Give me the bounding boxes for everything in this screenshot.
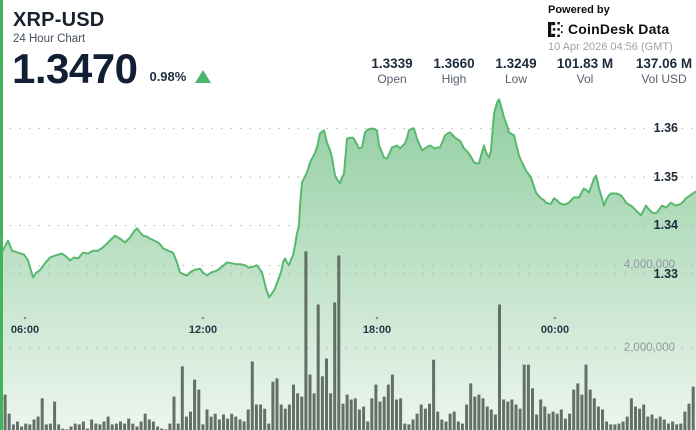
time-axis-label-1800: 18:00 [362, 324, 392, 336]
stat-low-label: Low [504, 72, 527, 86]
stat-high-value: 1.3660 [433, 56, 475, 71]
time-axis-label-0600: 06:00 [10, 324, 40, 336]
price-line [0, 98, 696, 299]
stat-vol-usd: 137.06 M Vol USD [628, 55, 696, 87]
price-area-fill [0, 99, 696, 430]
chart-subtitle: 24 Hour Chart [13, 33, 86, 45]
time-axis-label-1200: 12:00 [188, 324, 218, 336]
time-axis-label-0000: 00:00 [540, 324, 570, 336]
stat-low-value: 1.3249 [495, 56, 537, 71]
coindesk-logo-icon [548, 21, 563, 37]
volume-bars [0, 251, 695, 430]
price-axis-label-1-33: 1.33 [653, 267, 678, 281]
stat-high: 1.3660 High [428, 55, 480, 87]
stat-vol-usd-value: 137.06 M [635, 56, 693, 71]
up-arrow-icon [195, 69, 212, 83]
stat-vol-usd-label: Vol USD [641, 72, 687, 86]
stat-open-label: Open [377, 72, 407, 86]
percent-change: 0.98% [149, 68, 187, 84]
coindesk-data-link[interactable]: CoinDesk Data [548, 21, 673, 37]
price-axis-label-1-35: 1.35 [653, 170, 678, 184]
chart-header: XRP-USD 24 Hour Chart [13, 8, 104, 45]
volume-axis-label-2m: 2,000,000 [623, 342, 675, 354]
stat-open: 1.3339 Open [366, 55, 418, 87]
price-axis-label-1-34: 1.34 [653, 218, 678, 232]
chart-timestamp: 10 Apr 2026 04:56 (GMT) [548, 41, 673, 53]
attribution-block: Powered by CoinDesk Data 10 Apr 2026 04:… [548, 4, 673, 53]
stat-vol-value: 101.83 M [556, 56, 614, 71]
stat-vol-label: Vol [576, 72, 594, 86]
volume-axis-label-4m: 4,000,000 [623, 259, 675, 271]
symbol-title: XRP-USD [13, 9, 105, 31]
stat-vol: 101.83 M Vol [552, 55, 618, 87]
powered-by-text: Powered by [548, 4, 610, 16]
stat-low: 1.3249 Low [490, 55, 542, 87]
left-accent-bar [0, 0, 3, 430]
dotted-gridlines [0, 127, 696, 350]
time-axis-tick-dots [23, 316, 557, 320]
current-price: 1.3470 [12, 45, 138, 92]
stat-high-label: High [441, 72, 467, 86]
current-price-row: 1.3470 0.98% [12, 45, 212, 92]
stat-open-value: 1.3339 [371, 56, 413, 71]
price-axis-label-1-36: 1.36 [653, 121, 678, 135]
coindesk-brand-name: CoinDesk Data [568, 21, 670, 37]
summary-stats-row: 1.3339 Open 1.3660 High 1.3249 Low 101.8… [366, 55, 696, 87]
